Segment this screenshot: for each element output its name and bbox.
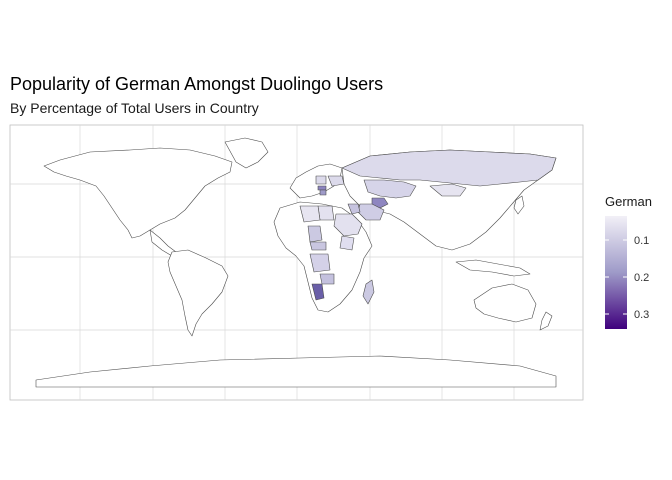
madagascar — [362, 279, 375, 305]
map-title: Popularity of German Amongst Duolingo Us… — [10, 74, 384, 94]
antarctica-landmass — [35, 355, 557, 388]
north-america-landmass — [43, 147, 233, 239]
country-ukraine — [327, 175, 345, 187]
legend-tick-label: 0.2 — [634, 272, 649, 284]
country-iraq — [347, 203, 361, 215]
country-central-african-republic — [309, 241, 327, 251]
south-america-landmass — [167, 249, 229, 337]
country-namibia — [311, 283, 325, 301]
country-kazakhstan — [363, 179, 417, 199]
legend-title: German — [605, 194, 652, 209]
legend-colorbar — [605, 216, 627, 329]
country-chad — [307, 225, 323, 243]
country-russia — [341, 149, 557, 187]
country-egypt — [317, 205, 335, 221]
legend-tick-label: 0.3 — [634, 309, 649, 321]
country-poland — [315, 175, 327, 185]
country-serbia — [319, 189, 327, 196]
map-panel — [9, 124, 584, 401]
country-zambia — [319, 273, 335, 285]
legend-ticks — [605, 239, 627, 315]
country-dr-congo — [309, 253, 331, 273]
shaded-countries — [299, 149, 557, 301]
new-zealand — [539, 311, 553, 331]
country-hungary — [317, 185, 327, 191]
australia-landmass — [473, 283, 537, 323]
southeast-asia-islands — [455, 259, 531, 277]
greenland-landmass — [224, 137, 269, 169]
map-subtitle: By Percentage of Total Users in Country — [10, 100, 259, 116]
country-ethiopia — [339, 235, 355, 251]
country-saudi-arabia — [333, 213, 363, 237]
country-libya — [299, 205, 321, 223]
legend-tick-label: 0.1 — [634, 235, 649, 247]
japan — [513, 195, 525, 215]
country-mongolia — [429, 183, 467, 197]
legend: 0.1 0.2 0.3 — [605, 216, 649, 329]
